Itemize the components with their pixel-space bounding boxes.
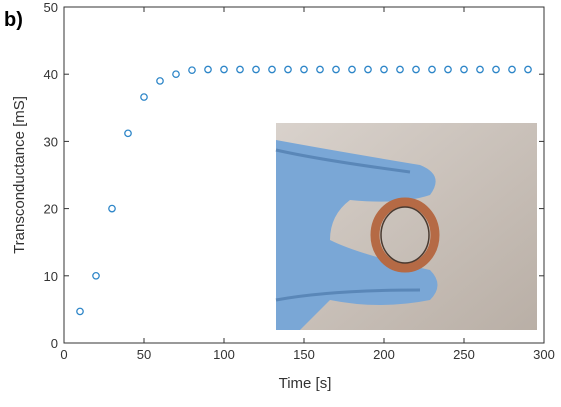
- data-point: [268, 65, 276, 74]
- x-tick-label: 150: [293, 347, 315, 362]
- data-point: [252, 65, 260, 74]
- x-tick-label: 100: [213, 347, 235, 362]
- data-point: [172, 70, 180, 79]
- data-point: [524, 65, 532, 74]
- data-point: [236, 65, 244, 74]
- data-point: [508, 65, 516, 74]
- x-tick-label: 300: [533, 347, 555, 362]
- data-point: [316, 65, 324, 74]
- y-axis-label: Transconductance [mS]: [11, 96, 28, 254]
- data-point: [156, 77, 164, 85]
- y-tick-label: 10: [44, 269, 58, 284]
- data-point: [460, 65, 468, 74]
- plot-frame: [63, 6, 545, 344]
- data-point: [492, 65, 500, 74]
- x-tick-label: 0: [60, 347, 67, 362]
- data-point: [332, 65, 340, 74]
- y-tick-label: 20: [44, 202, 58, 217]
- x-tick-label: 50: [137, 347, 151, 362]
- data-point: [300, 65, 308, 74]
- x-tick-label: 200: [373, 347, 395, 362]
- data-point: [396, 65, 404, 74]
- data-point: [348, 65, 356, 74]
- data-point: [140, 93, 148, 101]
- data-point: [220, 65, 228, 74]
- y-tick-label: 40: [44, 67, 58, 82]
- data-point: [204, 65, 212, 74]
- data-point: [124, 129, 132, 138]
- data-point: [412, 65, 420, 74]
- data-point: [444, 65, 452, 74]
- y-tick-label: 50: [44, 0, 58, 15]
- data-point: [92, 271, 100, 280]
- inset-photo: [275, 123, 537, 330]
- x-tick-label: 250: [453, 347, 475, 362]
- y-tick-label: 30: [44, 134, 58, 149]
- panel-label: b): [4, 9, 23, 31]
- data-point: [364, 65, 372, 74]
- data-point: [284, 65, 292, 74]
- x-axis-label: Time [s]: [279, 375, 332, 392]
- data-point: [76, 307, 84, 316]
- data-point: [188, 66, 196, 75]
- data-point: [380, 65, 388, 74]
- y-tick-label: 0: [51, 336, 58, 351]
- data-point: [428, 65, 436, 74]
- data-point: [476, 65, 484, 74]
- data-point: [108, 204, 116, 213]
